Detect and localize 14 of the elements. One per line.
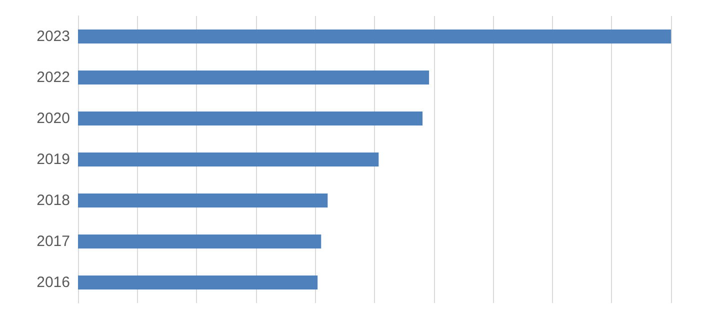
bar: [78, 194, 328, 208]
bar: [78, 70, 430, 84]
y-tick-label: 2016: [36, 274, 70, 291]
y-tick-label: 2019: [36, 151, 70, 168]
y-tick-label: 2017: [36, 233, 70, 250]
y-tick-label: 2022: [36, 69, 70, 86]
y-tick-label: 2023: [36, 28, 70, 45]
y-tick-label: 2020: [36, 110, 70, 127]
bar: [78, 30, 671, 44]
bar: [78, 112, 423, 126]
bar: [78, 234, 322, 248]
bar: [78, 276, 318, 290]
y-tick-label: 2018: [36, 192, 70, 209]
bar: [78, 152, 379, 166]
